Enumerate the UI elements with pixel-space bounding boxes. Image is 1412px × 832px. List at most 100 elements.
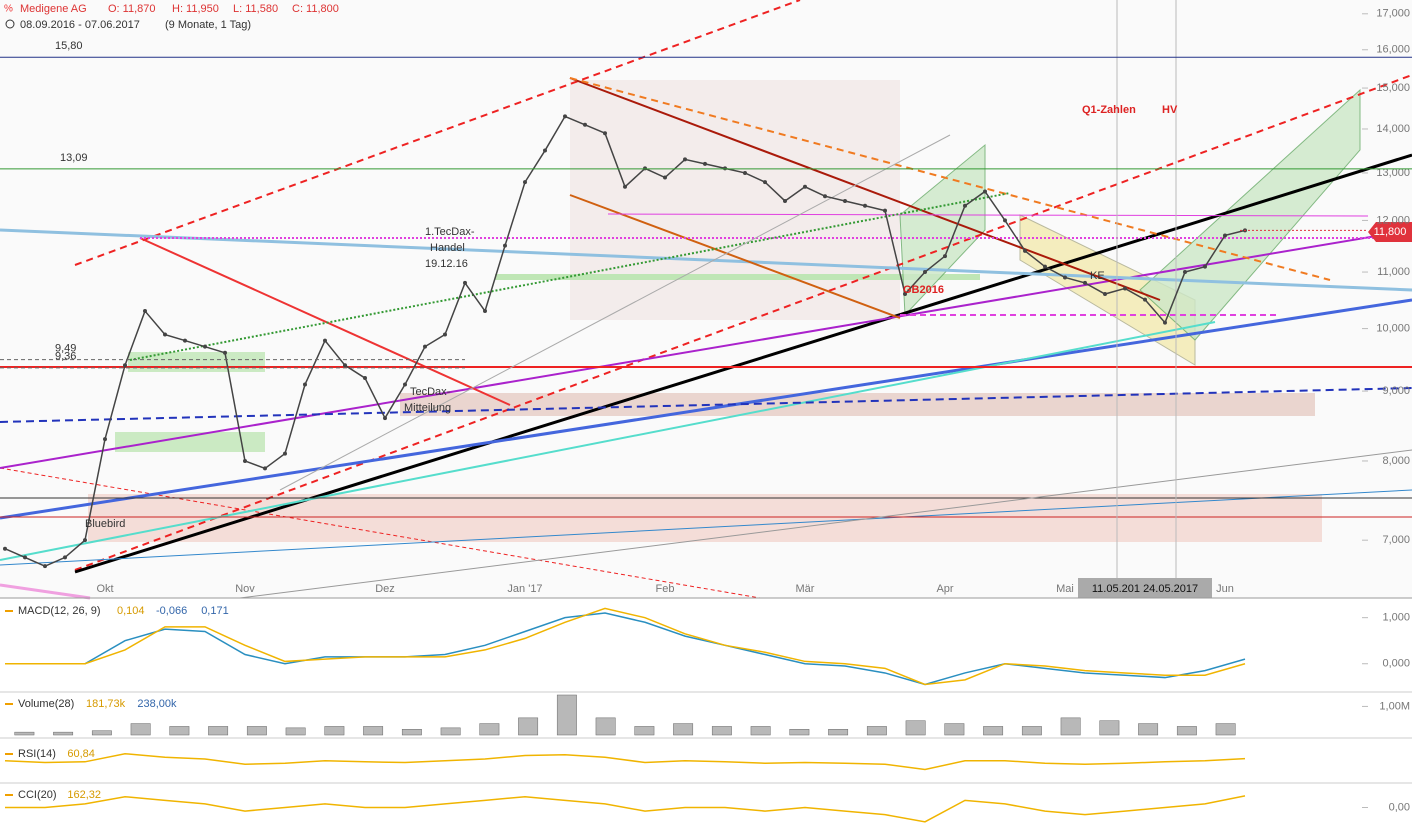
price-point <box>223 350 227 355</box>
annotation: 19.12.16 <box>425 258 468 270</box>
volume-bar <box>363 726 384 736</box>
price-point <box>1003 218 1007 223</box>
x-tick-label: Apr <box>936 583 953 595</box>
price-point <box>23 555 27 560</box>
volume-bar <box>440 727 461 736</box>
price-point <box>123 363 127 368</box>
x-tick-label: Jun <box>1216 583 1234 595</box>
price-point <box>103 437 107 442</box>
price-point <box>1023 248 1027 253</box>
price-point <box>163 332 167 337</box>
price-point <box>443 332 447 337</box>
price-point <box>1043 264 1047 269</box>
indicator-line <box>5 607 1246 686</box>
price-point <box>943 254 947 259</box>
volume-bar <box>1176 726 1197 736</box>
price-point <box>883 208 887 213</box>
volume-bar <box>866 726 887 736</box>
indicator-readout: 0,104 <box>117 605 145 617</box>
price-point <box>383 416 387 421</box>
volume-bar <box>479 723 500 736</box>
price-point <box>183 338 187 343</box>
price-point <box>983 189 987 194</box>
price-point <box>403 382 407 387</box>
price-point <box>83 538 87 543</box>
y-tick-label: 7,000 <box>1382 534 1410 546</box>
price-point <box>563 114 567 119</box>
volume-bar <box>401 729 422 736</box>
x-tick-label: Feb <box>656 583 675 595</box>
volume-bar <box>169 726 190 736</box>
volume-bar <box>944 723 965 736</box>
price-point <box>603 131 607 136</box>
ohlc: L: 11,580 <box>233 3 278 15</box>
annotation: HV <box>1162 104 1178 116</box>
volume-bar <box>634 726 655 736</box>
volume-bar <box>789 729 810 736</box>
indicator-readout: -0,066 <box>156 605 187 617</box>
price-point <box>1123 286 1127 291</box>
price-point <box>583 122 587 127</box>
y-tick-label: 12,000 <box>1376 214 1410 226</box>
volume-bar <box>1060 717 1081 736</box>
price-point <box>43 564 47 569</box>
price-point <box>63 555 67 560</box>
level-label: 9,36 <box>55 351 76 363</box>
indicator-line <box>5 795 1246 823</box>
price-point <box>623 184 627 189</box>
price-point <box>903 292 907 297</box>
level-label: 15,80 <box>55 40 83 52</box>
annotation: GB2016 <box>903 284 944 296</box>
logo: % <box>4 4 13 15</box>
price-point <box>1163 320 1167 325</box>
price-point <box>543 148 547 153</box>
event-date-1: 11.05.201 <box>1092 583 1140 595</box>
volume-bar <box>91 730 112 736</box>
annotation: TecDax- <box>410 386 451 398</box>
volume-bar <box>595 717 616 736</box>
y-tick-label: 17,000 <box>1376 8 1410 20</box>
event-date-2: 24.05.2017 <box>1143 583 1198 595</box>
x-tick-label: Jan '17 <box>507 583 542 595</box>
volume-bar <box>905 720 926 736</box>
y-tick-label: 14,000 <box>1376 123 1410 135</box>
price-point <box>1063 275 1067 280</box>
price-point <box>283 451 287 456</box>
annotation: 1.TecDax- <box>425 226 475 238</box>
price-point <box>463 280 467 285</box>
price-point <box>1083 280 1087 285</box>
y-tick-label: 0,000 <box>1382 658 1410 670</box>
price-point <box>803 184 807 189</box>
x-tick-label: Okt <box>96 583 113 595</box>
y-tick-label: 1,00M <box>1379 700 1410 712</box>
volume-bar <box>673 723 694 736</box>
ohlc: O: 11,870 <box>108 3 156 15</box>
price-point <box>1143 297 1147 302</box>
price-point <box>523 180 527 185</box>
price-point <box>663 175 667 180</box>
x-tick-label: Nov <box>235 583 255 595</box>
annotation: Mitteilung <box>404 402 451 414</box>
volume-bar <box>130 723 151 736</box>
price-point <box>743 170 747 175</box>
indicator-readout: 162,32 <box>67 789 101 801</box>
price-point <box>143 309 147 314</box>
indicator-title: CCI(20) <box>18 789 57 801</box>
x-tick-label: Mai <box>1056 583 1074 595</box>
x-tick-label: Dez <box>375 583 395 595</box>
indicator-line <box>5 612 1246 686</box>
x-tick-label: Mär <box>796 583 815 595</box>
indicator-title: RSI(14) <box>18 748 56 760</box>
annotation: KE <box>1090 270 1105 282</box>
indicator-readout: 0,171 <box>201 605 229 617</box>
price-point <box>1223 233 1227 238</box>
price-point <box>303 382 307 387</box>
period-span: (9 Monate, 1 Tag) <box>165 19 251 31</box>
volume-bar <box>1021 726 1042 736</box>
volume-bar <box>1138 723 1159 736</box>
level-label: 9,49 <box>55 343 76 355</box>
price-point <box>1103 292 1107 297</box>
price-point <box>263 466 267 471</box>
